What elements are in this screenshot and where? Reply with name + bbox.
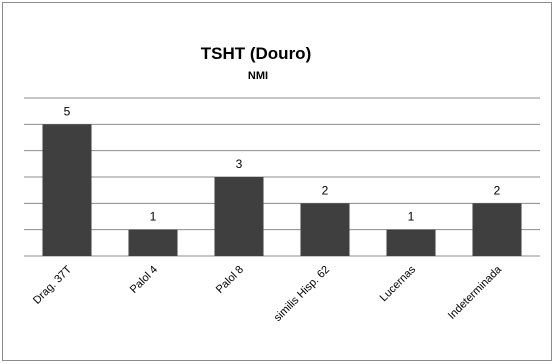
data-label: 2	[494, 183, 501, 197]
category-label: Indeterminada	[446, 263, 505, 322]
bar	[214, 177, 264, 256]
chart-frame	[2, 2, 552, 361]
chart-subtitle: NMI	[248, 70, 268, 82]
bar	[128, 229, 178, 256]
data-label: 1	[150, 210, 157, 224]
category-label: Palol 8	[214, 264, 246, 296]
gridlines	[24, 97, 540, 257]
data-label: 5	[64, 104, 71, 118]
category-labels: Drag. 37T Palol 4 Palol 8 similis Hisp. 62 L…	[31, 263, 505, 324]
bar	[386, 229, 436, 256]
bar	[300, 203, 350, 256]
data-label: 1	[408, 210, 415, 224]
bar	[42, 124, 92, 256]
category-label: Drag. 37T	[31, 263, 74, 306]
category-label: Lucernas	[378, 263, 419, 304]
bar	[472, 203, 522, 256]
bars	[42, 124, 522, 256]
data-label: 2	[322, 183, 329, 197]
chart-title: TSHT (Douro)	[201, 44, 311, 63]
category-label: similis Hisp. 62	[272, 264, 332, 324]
data-label: 3	[236, 157, 243, 171]
value-labels: 5 1 3 2 1 2	[64, 104, 501, 223]
category-label: Palol 4	[128, 264, 160, 296]
